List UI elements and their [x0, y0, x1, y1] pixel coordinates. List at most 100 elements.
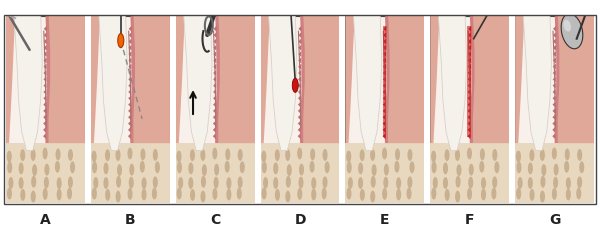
Circle shape [358, 162, 363, 174]
Circle shape [529, 149, 535, 161]
Polygon shape [553, 82, 556, 89]
Polygon shape [383, 133, 386, 139]
Circle shape [407, 149, 412, 161]
Polygon shape [553, 32, 556, 38]
Polygon shape [298, 95, 301, 101]
Circle shape [20, 189, 25, 201]
Polygon shape [298, 70, 301, 76]
Polygon shape [44, 32, 47, 38]
Polygon shape [213, 76, 217, 82]
Polygon shape [298, 133, 301, 139]
Polygon shape [515, 13, 524, 143]
Circle shape [431, 188, 436, 199]
Circle shape [359, 149, 365, 161]
Polygon shape [383, 70, 386, 76]
Polygon shape [523, 13, 551, 151]
Circle shape [20, 149, 25, 161]
Circle shape [177, 161, 182, 173]
Circle shape [140, 148, 145, 160]
Polygon shape [383, 82, 386, 89]
Polygon shape [383, 95, 386, 101]
Polygon shape [128, 57, 131, 64]
Circle shape [455, 191, 460, 202]
Polygon shape [214, 51, 217, 57]
Polygon shape [467, 101, 471, 108]
Ellipse shape [561, 14, 583, 49]
Polygon shape [553, 114, 556, 120]
Circle shape [445, 189, 450, 201]
Circle shape [44, 164, 49, 176]
Polygon shape [553, 89, 556, 95]
Polygon shape [128, 127, 131, 133]
Circle shape [212, 188, 217, 200]
Circle shape [517, 161, 521, 173]
Circle shape [322, 176, 328, 188]
Circle shape [370, 191, 375, 202]
Circle shape [7, 188, 12, 199]
Circle shape [371, 164, 377, 176]
Polygon shape [91, 13, 100, 143]
Polygon shape [213, 70, 217, 76]
Polygon shape [44, 70, 47, 76]
Circle shape [552, 188, 557, 200]
Circle shape [384, 164, 389, 176]
Text: F: F [465, 213, 475, 227]
Polygon shape [128, 45, 132, 51]
Ellipse shape [563, 20, 571, 31]
Polygon shape [44, 57, 47, 64]
Polygon shape [468, 82, 471, 89]
Circle shape [286, 176, 291, 188]
Polygon shape [383, 114, 386, 120]
Polygon shape [553, 64, 556, 70]
Circle shape [407, 176, 412, 188]
Circle shape [292, 78, 298, 92]
Polygon shape [44, 26, 47, 32]
Circle shape [152, 188, 157, 199]
Polygon shape [213, 108, 216, 114]
Polygon shape [130, 13, 170, 143]
Polygon shape [383, 101, 386, 108]
Polygon shape [298, 51, 301, 57]
Circle shape [323, 149, 328, 161]
Circle shape [214, 177, 218, 188]
Polygon shape [473, 13, 509, 143]
Polygon shape [298, 101, 301, 108]
Circle shape [467, 147, 472, 159]
Circle shape [577, 149, 582, 161]
Polygon shape [467, 26, 472, 137]
Polygon shape [383, 38, 386, 45]
Circle shape [176, 188, 182, 199]
Circle shape [19, 177, 23, 189]
Polygon shape [44, 64, 47, 70]
Text: D: D [294, 213, 306, 227]
Circle shape [92, 151, 97, 162]
Circle shape [55, 161, 60, 173]
Circle shape [105, 189, 110, 201]
Polygon shape [128, 76, 131, 82]
Polygon shape [467, 95, 471, 101]
Polygon shape [43, 133, 46, 139]
Circle shape [358, 177, 363, 189]
Bar [91, 143, 170, 203]
Circle shape [311, 188, 316, 200]
Polygon shape [43, 89, 47, 95]
Circle shape [93, 177, 98, 189]
Circle shape [92, 161, 97, 173]
Circle shape [238, 176, 242, 188]
Circle shape [142, 188, 146, 200]
Circle shape [346, 188, 352, 199]
Circle shape [360, 189, 365, 201]
Circle shape [445, 149, 449, 161]
Polygon shape [468, 64, 471, 70]
Polygon shape [43, 76, 47, 82]
Polygon shape [43, 101, 46, 108]
Circle shape [528, 162, 533, 174]
Polygon shape [214, 45, 217, 51]
Polygon shape [214, 32, 217, 38]
Circle shape [56, 177, 62, 189]
Circle shape [70, 161, 75, 173]
Polygon shape [468, 57, 471, 64]
Polygon shape [213, 114, 216, 120]
Circle shape [322, 188, 326, 199]
Polygon shape [43, 120, 46, 127]
